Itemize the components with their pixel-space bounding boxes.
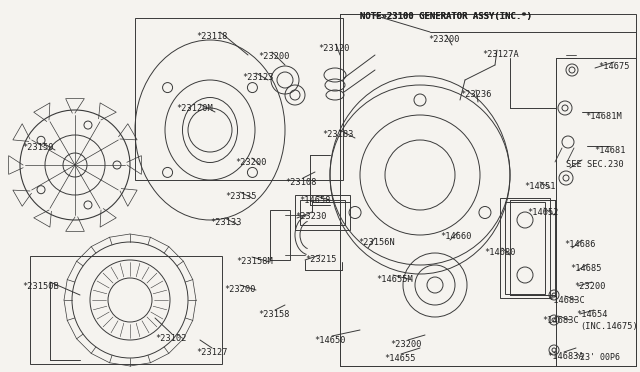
Bar <box>270 210 290 260</box>
Bar <box>295 195 350 230</box>
Bar <box>556 58 636 366</box>
Text: *23118: *23118 <box>196 32 227 41</box>
Bar <box>500 198 550 298</box>
Text: *14658: *14658 <box>299 196 330 205</box>
Text: *23127A: *23127A <box>482 50 519 59</box>
Text: *23200: *23200 <box>390 340 422 349</box>
Text: *23127: *23127 <box>196 348 227 357</box>
Text: (INC.14675): (INC.14675) <box>580 322 637 331</box>
Text: *14650: *14650 <box>314 336 346 345</box>
Text: *23183: *23183 <box>322 130 353 139</box>
Text: *23158: *23158 <box>258 310 289 319</box>
Text: *14686: *14686 <box>564 240 595 249</box>
Text: *23215: *23215 <box>305 255 337 264</box>
Text: *14681: *14681 <box>594 146 625 155</box>
Text: *14680: *14680 <box>484 248 515 257</box>
Bar <box>340 14 636 366</box>
Text: *14655: *14655 <box>384 354 415 363</box>
Text: *14675: *14675 <box>598 62 630 71</box>
Text: *14654: *14654 <box>576 310 607 319</box>
Bar <box>300 200 345 225</box>
Text: NOTE»23100 GENERATOR ASSY(INC.*): NOTE»23100 GENERATOR ASSY(INC.*) <box>360 12 532 21</box>
Text: NOTE»23100 GENERATOR ASSY(INC.*): NOTE»23100 GENERATOR ASSY(INC.*) <box>360 12 532 21</box>
Text: *23120: *23120 <box>318 44 349 53</box>
Text: *23200: *23200 <box>574 282 605 291</box>
Text: *14652: *14652 <box>527 208 559 217</box>
Text: *14651: *14651 <box>524 182 556 191</box>
Text: *23108: *23108 <box>285 178 317 187</box>
Text: *14683A: *14683A <box>547 352 584 361</box>
Text: *23102: *23102 <box>155 334 186 343</box>
Text: *23236: *23236 <box>460 90 492 99</box>
Text: *23200: *23200 <box>224 285 255 294</box>
Text: *23150B: *23150B <box>22 282 59 291</box>
Bar <box>510 200 555 295</box>
Text: *23200: *23200 <box>428 35 460 44</box>
Text: *23150: *23150 <box>22 143 54 152</box>
Text: *23123: *23123 <box>242 73 273 82</box>
Text: *23200: *23200 <box>258 52 289 61</box>
Text: *14685: *14685 <box>570 264 602 273</box>
Text: *14681M: *14681M <box>585 112 621 121</box>
Text: *23230: *23230 <box>295 212 326 221</box>
Text: *14660: *14660 <box>440 232 472 241</box>
Bar <box>30 256 222 364</box>
Text: ^23' 00P6: ^23' 00P6 <box>575 353 620 362</box>
Text: *23120M: *23120M <box>176 104 212 113</box>
Text: SEE SEC.230: SEE SEC.230 <box>566 160 624 169</box>
Text: *23158M: *23158M <box>236 257 273 266</box>
Bar <box>505 202 545 294</box>
Text: *14655M: *14655M <box>376 275 413 284</box>
Text: *23133: *23133 <box>210 218 241 227</box>
Text: *14683C: *14683C <box>542 316 579 325</box>
Text: *23156N: *23156N <box>358 238 395 247</box>
Text: *14683C: *14683C <box>548 296 585 305</box>
Bar <box>135 18 343 180</box>
Text: *23200: *23200 <box>235 158 266 167</box>
Text: *23135: *23135 <box>225 192 257 201</box>
